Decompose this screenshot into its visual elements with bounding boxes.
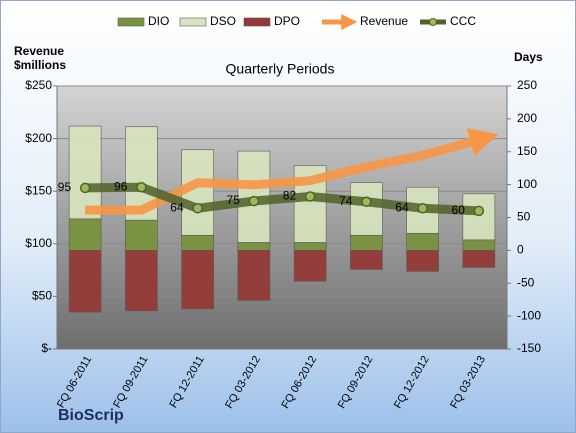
bar bbox=[350, 250, 383, 270]
legend-label: DPO bbox=[274, 14, 300, 28]
y-tick-label: $200 bbox=[25, 131, 52, 145]
bar bbox=[181, 234, 214, 251]
ccc-point bbox=[192, 203, 203, 214]
legend-swatch bbox=[179, 17, 207, 27]
legend-label: DSO bbox=[210, 14, 236, 28]
ccc-point bbox=[79, 182, 91, 194]
bar bbox=[406, 250, 439, 272]
ccc-point bbox=[417, 203, 428, 214]
y-tick-label: $100 bbox=[25, 236, 52, 250]
bar bbox=[68, 218, 102, 251]
bar bbox=[68, 125, 102, 220]
bar bbox=[406, 232, 439, 251]
legend-swatch bbox=[117, 17, 145, 27]
bar bbox=[125, 219, 158, 251]
data-label: 74 bbox=[339, 194, 353, 208]
revenue-line bbox=[85, 128, 499, 215]
legend-label: DIO bbox=[148, 14, 169, 28]
y2-tick-label: 250 bbox=[517, 78, 537, 92]
bar bbox=[237, 250, 271, 301]
data-label: 64 bbox=[170, 200, 184, 214]
ccc-point bbox=[136, 182, 147, 193]
bar bbox=[462, 239, 496, 251]
plot-area bbox=[57, 86, 507, 349]
footer: BioScrip bbox=[58, 407, 124, 424]
y2-tick-label: 100 bbox=[517, 177, 537, 191]
legend-swatch bbox=[429, 18, 437, 26]
data-label: 82 bbox=[283, 189, 297, 203]
data-label: 95 bbox=[58, 180, 72, 194]
data-label: 64 bbox=[395, 200, 409, 214]
legend-label: CCC bbox=[450, 14, 476, 28]
legend-label: Revenue bbox=[360, 14, 408, 28]
y-tick-label: $- bbox=[41, 341, 52, 355]
bar bbox=[68, 250, 102, 313]
y2-tick-label: -50 bbox=[517, 275, 535, 289]
y2-tick-label: -150 bbox=[517, 341, 541, 355]
y-axis-title: $millions bbox=[14, 58, 66, 72]
y-tick-label: $250 bbox=[25, 78, 52, 92]
bar bbox=[350, 182, 383, 236]
legend-swatch bbox=[243, 17, 271, 27]
y2-tick-label: 0 bbox=[517, 243, 524, 257]
bar bbox=[181, 250, 214, 310]
y2-axis-title: Days bbox=[514, 50, 543, 64]
ccc-point bbox=[304, 191, 316, 202]
bar bbox=[237, 242, 271, 251]
bar bbox=[350, 234, 383, 251]
y2-tick-label: -100 bbox=[517, 308, 541, 322]
y2-tick-label: 150 bbox=[517, 144, 537, 158]
y-axis-title: Revenue bbox=[14, 44, 64, 58]
chart-title: Quarterly Periods bbox=[226, 61, 335, 77]
data-label: 75 bbox=[227, 193, 241, 207]
bar bbox=[462, 250, 496, 268]
bar bbox=[125, 126, 158, 221]
data-label: 60 bbox=[452, 203, 466, 217]
bar bbox=[125, 250, 158, 312]
bar bbox=[293, 242, 327, 251]
bar bbox=[462, 193, 496, 241]
data-label: 96 bbox=[114, 179, 128, 193]
y-tick-label: $150 bbox=[25, 183, 52, 197]
ccc-point bbox=[361, 196, 372, 207]
y2-tick-label: 200 bbox=[517, 111, 537, 125]
y2-tick-label: 50 bbox=[517, 210, 531, 224]
ccc-line bbox=[85, 182, 480, 216]
ccc-point bbox=[248, 195, 260, 207]
bar bbox=[293, 250, 327, 282]
y-tick-label: $50 bbox=[32, 289, 52, 303]
ccc-point bbox=[473, 205, 485, 217]
